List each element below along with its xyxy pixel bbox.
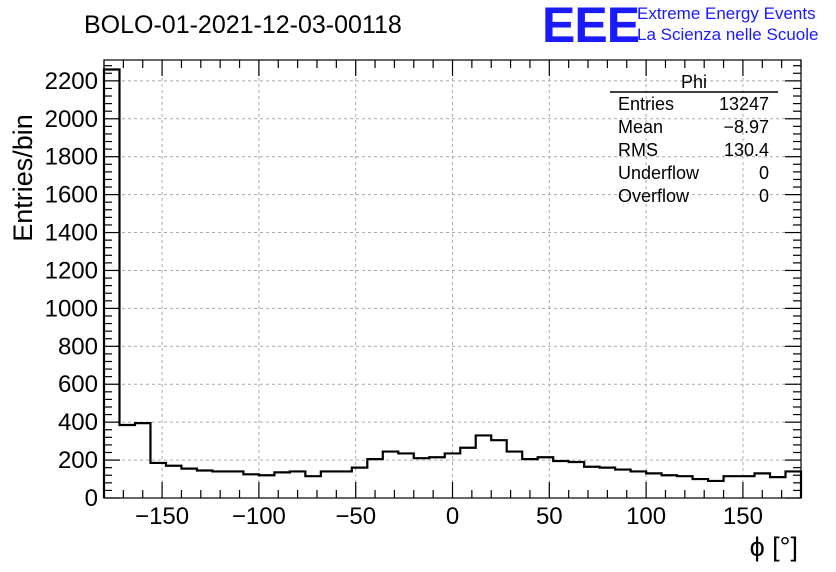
stats-box-name: Phi xyxy=(681,72,707,92)
logo-line-2: La Scienza nelle Scuole xyxy=(637,25,818,44)
x-tick-label: 100 xyxy=(626,503,666,530)
axis-ticks xyxy=(103,60,802,499)
stats-row-label: Underflow xyxy=(618,163,700,183)
stats-rows: Entries 13247 Mean −8.97 RMS 130.4 Underflow 0 O… xyxy=(618,94,769,206)
y-axis-label: Entries/bin xyxy=(8,114,38,242)
y-tick-labels: 0 200 400 600 800 1000 1200 1400 1600 1800 2000 220… xyxy=(45,68,98,512)
logo-line-1: Extreme Energy Events xyxy=(637,4,816,23)
x-tick-labels: −150 −100 −50 0 50 100 150 xyxy=(135,503,763,530)
y-tick-label: 400 xyxy=(58,409,98,436)
histogram-series-line xyxy=(102,68,803,498)
logo-mark: EEE xyxy=(542,0,639,53)
stats-row-value: 13247 xyxy=(719,94,769,114)
x-axis-label: ϕ [°] xyxy=(750,532,798,562)
eee-logo: EEE Extreme Energy Events La Scienza nel… xyxy=(542,0,818,53)
x-tick-label: −100 xyxy=(232,503,286,530)
grid-lines xyxy=(104,60,801,498)
stats-row-value: −8.97 xyxy=(723,117,769,137)
y-tick-label: 1200 xyxy=(45,257,98,284)
stats-row-label: Overflow xyxy=(618,186,690,206)
stats-row-label: RMS xyxy=(618,140,658,160)
y-tick-label: 1600 xyxy=(45,182,98,209)
x-tick-label: 50 xyxy=(536,503,563,530)
y-tick-label: 1800 xyxy=(45,144,98,171)
y-tick-label: 1400 xyxy=(45,220,98,247)
y-tick-label: 200 xyxy=(58,447,98,474)
y-tick-label: 2000 xyxy=(45,106,98,133)
y-tick-label: 2200 xyxy=(45,68,98,95)
y-tick-label: 1000 xyxy=(45,295,98,322)
x-tick-label: −50 xyxy=(335,503,376,530)
y-tick-label: 800 xyxy=(58,333,98,360)
y-tick-label: 0 xyxy=(85,485,98,512)
stats-row-label: Mean xyxy=(618,117,663,137)
stats-row-value: 130.4 xyxy=(724,140,769,160)
chart-title: BOLO-01-2021-12-03-00118 xyxy=(84,11,402,39)
stats-row-value: 0 xyxy=(759,186,769,206)
stats-row-value: 0 xyxy=(759,163,769,183)
stats-box: Phi Entries 13247 Mean −8.97 RMS 130.4 Underfl… xyxy=(610,72,778,206)
x-tick-label: −150 xyxy=(135,503,189,530)
y-tick-label: 600 xyxy=(58,371,98,398)
stats-row-label: Entries xyxy=(618,94,674,114)
x-tick-label: 0 xyxy=(446,503,459,530)
x-tick-label: 150 xyxy=(723,503,763,530)
